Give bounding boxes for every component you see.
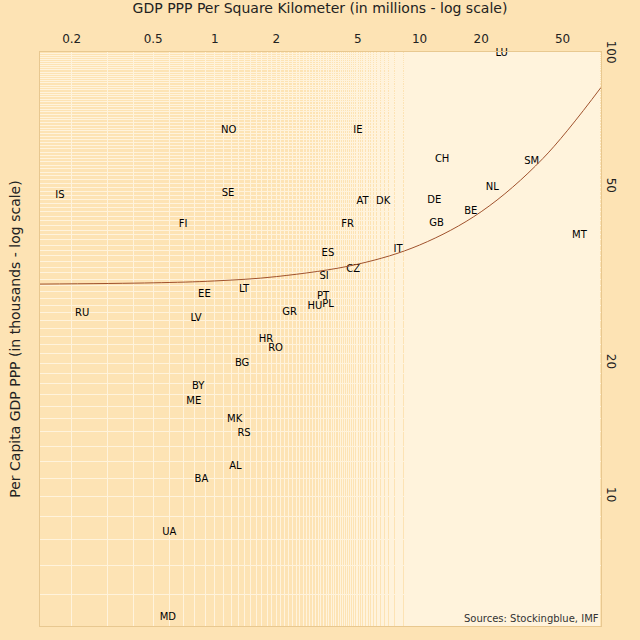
svg-text:NL: NL (486, 181, 499, 192)
svg-text:LV: LV (190, 312, 201, 323)
svg-text:20: 20 (604, 354, 618, 369)
svg-text:AL: AL (229, 460, 242, 471)
svg-text:BG: BG (235, 357, 249, 368)
svg-text:MK: MK (227, 413, 243, 424)
svg-text:BA: BA (195, 473, 209, 484)
svg-text:20: 20 (474, 32, 489, 46)
svg-text:DK: DK (376, 195, 391, 206)
svg-text:SE: SE (222, 187, 235, 198)
svg-text:PL: PL (322, 298, 334, 309)
svg-text:RO: RO (268, 342, 283, 353)
svg-text:BY: BY (192, 380, 205, 391)
svg-text:IE: IE (353, 124, 362, 135)
svg-text:MT: MT (572, 229, 588, 240)
svg-text:IS: IS (55, 189, 64, 200)
svg-text:10: 10 (412, 32, 427, 46)
svg-text:GR: GR (282, 306, 297, 317)
svg-text:GDP PPP Per Square Kilometer (: GDP PPP Per Square Kilometer (in million… (133, 0, 508, 16)
svg-text:RU: RU (75, 307, 89, 318)
svg-text:FR: FR (341, 218, 354, 229)
svg-text:CH: CH (435, 153, 450, 164)
svg-text:AT: AT (356, 195, 369, 206)
svg-text:UA: UA (162, 526, 176, 537)
svg-text:Sources: Stockingblue, IMF: Sources: Stockingblue, IMF (464, 613, 599, 624)
svg-text:HR: HR (259, 333, 274, 344)
svg-text:NO: NO (221, 124, 236, 135)
svg-text:LT: LT (239, 283, 250, 294)
svg-text:LU: LU (495, 47, 507, 58)
svg-text:1: 1 (211, 32, 219, 46)
svg-text:HU: HU (307, 300, 322, 311)
svg-text:MD: MD (160, 611, 177, 622)
svg-text:BE: BE (464, 205, 477, 216)
svg-text:FI: FI (179, 218, 188, 229)
svg-text:EE: EE (198, 288, 211, 299)
svg-text:2: 2 (273, 32, 281, 46)
svg-text:DE: DE (427, 194, 441, 205)
svg-text:50: 50 (604, 178, 618, 193)
svg-text:CZ: CZ (346, 263, 360, 274)
svg-text:5: 5 (354, 32, 362, 46)
svg-text:RS: RS (237, 427, 250, 438)
svg-text:10: 10 (604, 487, 618, 502)
svg-text:GB: GB (429, 217, 444, 228)
svg-text:0.5: 0.5 (144, 32, 163, 46)
svg-text:SI: SI (319, 270, 328, 281)
svg-text:Per Capita GDP PPP (in thousan: Per Capita GDP PPP (in thousands - log s… (7, 180, 23, 497)
svg-text:SM: SM (524, 155, 539, 166)
svg-text:50: 50 (555, 32, 570, 46)
svg-text:ME: ME (186, 395, 201, 406)
svg-text:0.2: 0.2 (62, 32, 81, 46)
svg-text:IT: IT (393, 243, 403, 254)
svg-text:100: 100 (604, 41, 618, 64)
svg-text:PT: PT (317, 290, 330, 301)
svg-text:ES: ES (322, 247, 335, 258)
